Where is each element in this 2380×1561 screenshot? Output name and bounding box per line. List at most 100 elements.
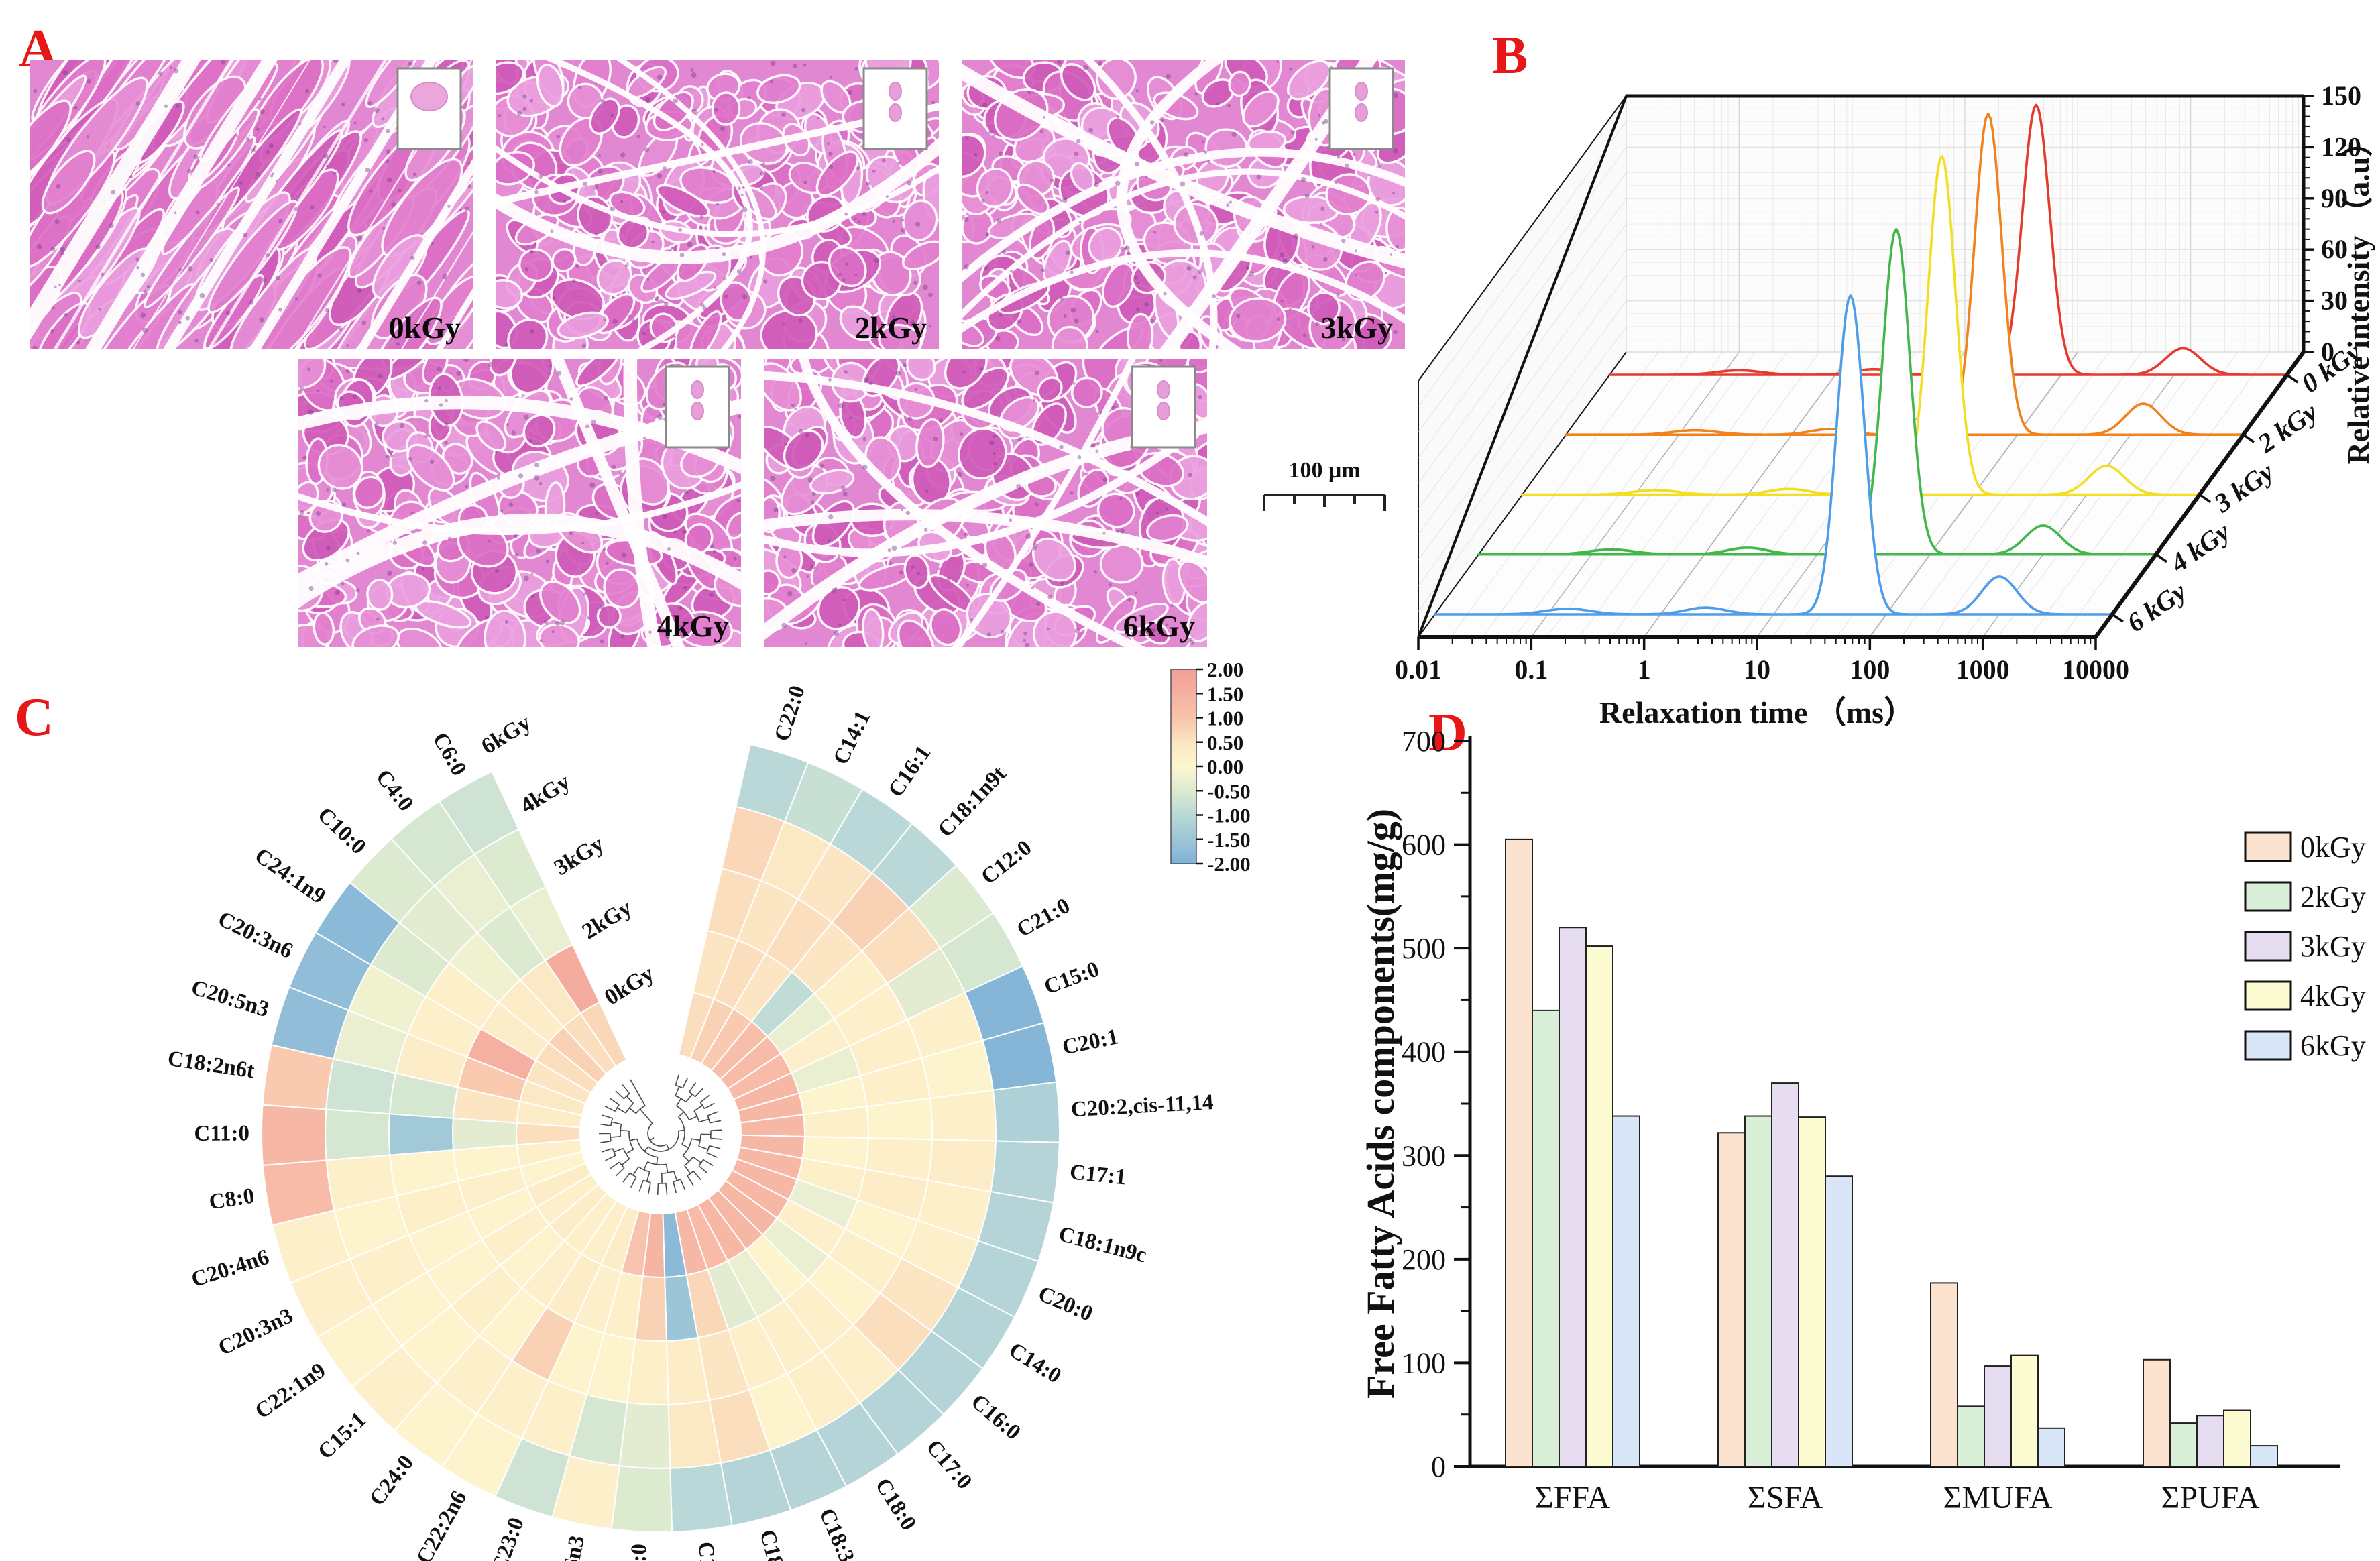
legend-label-3kGy: 3kGy: [2300, 930, 2366, 963]
nucleus-dot: [522, 107, 527, 111]
nucleus-dot: [1078, 221, 1082, 224]
legend-swatch-6kGy: [2244, 1030, 2292, 1061]
white-septum: [85, 60, 278, 349]
nucleus-dot: [109, 223, 114, 229]
nucleus-dot: [1042, 116, 1045, 119]
nucleus-dot: [559, 620, 565, 626]
muscle-cell: [878, 323, 923, 349]
nucleus-dot: [1119, 528, 1125, 534]
nucleus-dot: [1379, 165, 1381, 168]
nucleus-dot: [1198, 394, 1202, 400]
white-septum: [616, 60, 766, 349]
muscle-cell: [897, 619, 935, 647]
nucleus-dot: [791, 568, 797, 573]
nucleus-dot: [662, 211, 665, 214]
nucleus-dot: [1135, 89, 1139, 93]
depth-tick: [2243, 433, 2255, 443]
nucleus-dot: [965, 212, 969, 216]
nucleus-dot: [604, 396, 608, 400]
inset-tissue-blob: [1157, 380, 1170, 399]
nucleus-dot: [992, 434, 997, 439]
nucleus-dot: [773, 507, 779, 513]
nucleus-dot: [1160, 119, 1164, 123]
nucleus-dot: [1335, 181, 1338, 184]
nucleus-dot: [1150, 319, 1155, 324]
nucleus-dot: [187, 168, 192, 174]
nucleus-dot: [1318, 113, 1321, 117]
muscle-cell: [353, 475, 385, 509]
nucleus-dot: [326, 546, 331, 551]
nucleus-dot: [335, 589, 340, 595]
nucleus-dot: [1367, 174, 1371, 177]
nucleus-dot: [307, 367, 311, 371]
nucleus-dot: [1194, 92, 1198, 96]
nucleus-dot: [399, 423, 404, 428]
nucleus-dot: [376, 617, 380, 621]
nucleus-dot: [410, 255, 415, 260]
bar-ΣFFA-3kGy: [1559, 927, 1587, 1467]
nucleus-dot: [655, 298, 658, 302]
nucleus-dot: [722, 252, 726, 257]
nucleus-dot: [456, 371, 462, 376]
dendrogram-arc: [706, 1145, 710, 1153]
nucleus-dot: [618, 471, 623, 476]
bar-ΣMUFA-4kGy: [2010, 1354, 2039, 1467]
muscle-cell: [902, 240, 939, 271]
nucleus-dot: [993, 461, 997, 465]
muscle-cell: [596, 259, 632, 296]
bar-ΣSFA-2kGy: [1744, 1115, 1772, 1467]
muscle-cell: [1307, 291, 1341, 325]
muscle-cell: [655, 184, 710, 218]
nucleus-dot: [1134, 161, 1140, 167]
nucleus-dot: [465, 484, 469, 489]
muscle-cell: [902, 199, 938, 241]
nucleus-dot: [787, 591, 793, 597]
nucleus-dot: [1184, 152, 1189, 157]
nucleus-dot: [828, 538, 831, 542]
nucleus-dot: [673, 530, 677, 534]
nucleus-dot: [443, 440, 449, 445]
nucleus-dot: [973, 152, 978, 157]
nucleus-dot: [1055, 184, 1060, 189]
nucleus-dot: [604, 319, 607, 322]
nucleus-dot: [736, 499, 740, 503]
dendrogram-leaf: [710, 1129, 722, 1131]
nucleus-dot: [1032, 543, 1038, 548]
nucleus-dot: [848, 89, 853, 95]
tissue-texture: [298, 359, 741, 647]
nucleus-dot: [408, 456, 413, 461]
nucleus-dot: [710, 544, 714, 548]
nucleus-dot: [1190, 638, 1193, 642]
nucleus-dot: [243, 233, 247, 237]
nucleus-dot: [811, 492, 816, 496]
colorbar-tick-label: 0.50: [1207, 731, 1243, 754]
nucleus-dot: [1136, 282, 1139, 285]
nucleus-dot: [386, 454, 390, 459]
nucleus-dot: [355, 588, 360, 593]
x-tick-label: 10000: [2062, 654, 2129, 685]
relaxation-curve-6kGy: [1434, 294, 2114, 616]
nucleus-dot: [529, 329, 534, 334]
nucleus-dot: [356, 551, 360, 555]
dendrogram-stem: [644, 1114, 650, 1120]
nucleus-dot: [984, 266, 988, 270]
muscle-cell: [944, 359, 988, 390]
y-tick-label: 700: [1402, 725, 1446, 758]
dendrogram-leaf: [601, 1114, 613, 1119]
nucleus-dot: [345, 369, 349, 373]
nucleus-dot: [556, 134, 561, 139]
nucleus-dot: [504, 620, 509, 624]
nucleus-dot: [447, 536, 452, 540]
nucleus-dot: [494, 451, 498, 454]
depth-tick: [2286, 373, 2299, 384]
nucleus-dot: [1151, 628, 1157, 634]
nucleus-dot: [255, 172, 260, 177]
dendrogram-arc: [638, 1166, 650, 1173]
nucleus-dot: [1395, 244, 1400, 249]
colorbar-tick-label: 0.00: [1207, 755, 1243, 778]
dendrogram-leaf: [675, 1074, 680, 1086]
fatty-acid-label-C13:0: C13:0: [625, 1543, 652, 1561]
nucleus-dot: [922, 284, 928, 290]
left-slant-line: [1417, 95, 1628, 638]
dendrogram-stem: [649, 1137, 655, 1141]
